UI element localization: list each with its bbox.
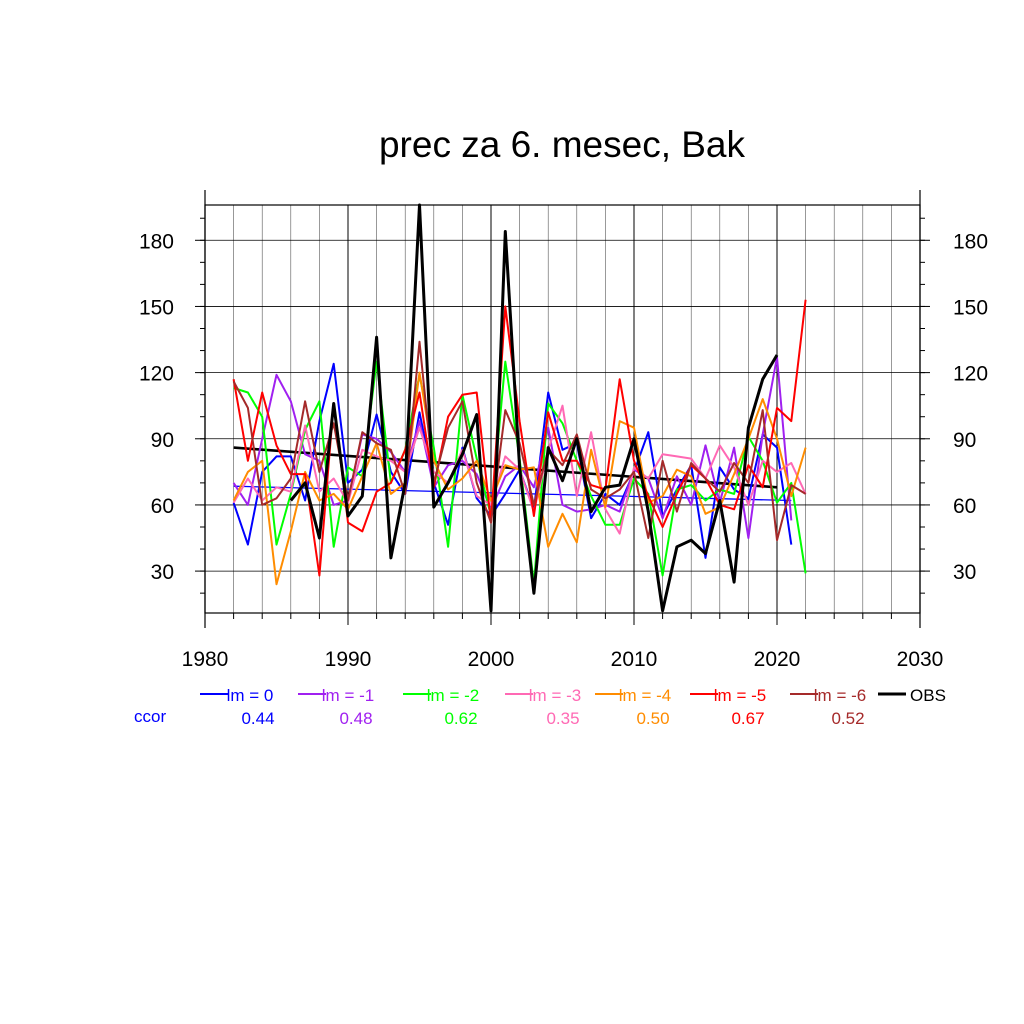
legend-label: lm = -3 — [529, 686, 581, 705]
legend: ccor lm = 0 0.44 lm = -1 0.48 lm = -2 0.62 lm =… — [134, 686, 946, 728]
y-tick-label-left: 120 — [139, 363, 174, 386]
legend-label: OBS — [910, 686, 946, 705]
chart-title: prec za 6. mesec, Bak — [379, 124, 746, 165]
y-tick-label-left: 90 — [151, 429, 174, 452]
ccor-value: 0.48 — [339, 709, 372, 728]
y-tick-label-left: 150 — [139, 296, 174, 319]
legend-label: lm = -2 — [427, 686, 479, 705]
y-tick-label-left: 30 — [151, 561, 174, 584]
series-layer — [232, 203, 807, 613]
x-tick-label: 2030 — [897, 648, 944, 671]
ccor-value: 0.52 — [831, 709, 864, 728]
y-tick-label-right: 150 — [953, 296, 988, 319]
legend-label: lm = -5 — [714, 686, 766, 705]
y-tick-label-right: 90 — [953, 429, 976, 452]
series-line — [232, 362, 793, 559]
x-tick-label: 1980 — [182, 648, 229, 671]
series-line — [289, 203, 779, 613]
ccor-value: 0.44 — [241, 709, 274, 728]
x-tick-label: 1990 — [325, 648, 372, 671]
ccor-label: ccor — [134, 707, 166, 726]
ccor-value: 0.67 — [731, 709, 764, 728]
x-tick-label: 2000 — [468, 648, 515, 671]
y-tick-label-right: 120 — [953, 363, 988, 386]
y-tick-label-right: 60 — [953, 495, 976, 518]
ccor-value: 0.62 — [444, 709, 477, 728]
x-tick-label: 2020 — [754, 648, 801, 671]
legend-label: lm = -6 — [814, 686, 866, 705]
y-tick-label-left: 60 — [151, 495, 174, 518]
y-tick-label-right: 180 — [953, 230, 988, 253]
axes: 30 30 60 60 90 90 120 120 150 150 180 180 1980 1990 20… — [139, 190, 988, 671]
ccor-value: 0.50 — [636, 709, 669, 728]
legend-label: lm = -4 — [619, 686, 671, 705]
ccor-value: 0.35 — [546, 709, 579, 728]
legend-label: lm = 0 — [227, 686, 274, 705]
series-line — [232, 356, 793, 539]
y-tick-label-right: 30 — [953, 561, 976, 584]
y-tick-label-left: 180 — [139, 230, 174, 253]
legend-label: lm = -1 — [322, 686, 374, 705]
x-tick-label: 2010 — [611, 648, 658, 671]
